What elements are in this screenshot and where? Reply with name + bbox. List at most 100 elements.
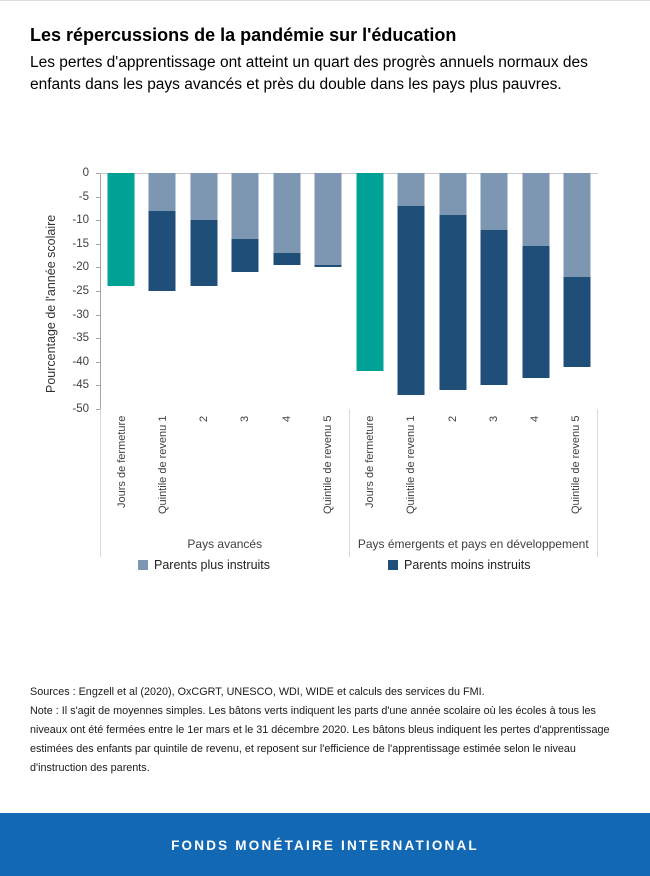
legend-item: Parents moins instruits [388,558,530,572]
category-slot: Quintile de revenu 5 [556,409,597,533]
category-label: 3 [239,416,252,423]
bar-segment-more_educated [563,173,591,277]
bar-segment-less_educated [563,276,591,367]
y-tick-label: -5 [78,190,89,203]
legend-label: Parents moins instruits [404,558,531,572]
bar-slot [391,173,433,409]
bar-segment-less_educated [397,206,425,395]
category-label: 4 [529,416,542,423]
bar [563,173,591,367]
bar [231,173,259,273]
category-slot: Quintile de revenu 5 [307,409,348,533]
bar-segment-more_educated [190,173,218,221]
category-label: 2 [446,416,459,423]
y-tick-mark [96,173,100,174]
bar-slot [349,173,391,409]
legend-label: Parents plus instruits [154,558,271,572]
legend-item: Parents plus instruits [138,558,270,572]
bar-slot [308,173,350,409]
notes-block: Sources : Engzell et al (2020), OxCGRT, … [30,683,626,777]
y-tick-label: -20 [72,261,89,274]
page-subtitle: Les pertes d'apprentissage ont atteint u… [30,54,588,94]
category-label-row: Jours de fermeture Quintile de revenu 1 2 3… [350,409,598,533]
page-title: Les répercussions de la pandémie sur l'é… [30,25,457,45]
bar-slot [183,173,225,409]
group-label: Pays avancés [187,537,263,551]
bar-segment-less_educated [314,265,342,268]
bar-segment-less_educated [439,215,467,391]
category-label: Quintile de revenu 1 [156,416,169,515]
footer-text: FONDS MONÉTAIRE INTERNATIONAL [171,837,479,853]
category-slot: Quintile de revenu 1 [391,409,432,533]
category-label: Quintile de revenu 1 [405,416,418,515]
y-tick-label: -50 [72,403,89,415]
y-tick-mark [96,338,100,340]
bar-segment-less_educated [190,220,218,287]
category-label: 3 [487,416,500,423]
y-tick-mark [96,314,100,316]
category-label: Jours de fermeture [115,416,128,509]
y-axis: 0 -5 -10 -15 -20 -25 -30 -35 -40 -45 -50 [0,167,100,415]
bar-slot [142,173,184,409]
bar [273,173,301,266]
category-slot: Quintile de revenu 1 [142,409,183,533]
category-label: 4 [280,416,293,423]
y-tick-label: -15 [72,237,89,250]
bar-slot [474,173,516,409]
category-slot: 2 [184,409,225,533]
category-label: Quintile de revenu 5 [321,416,334,515]
category-slot: 3 [473,409,514,533]
bar-segment-less_educated [522,246,550,379]
bar-segment-more_educated [397,173,425,207]
legend: Parents plus instruits Parents moins inst… [100,558,598,572]
bar [522,173,550,379]
bar-segment-more_educated [273,173,301,254]
legend-swatch [388,560,399,570]
axis-group: Jours de fermeture Quintile de revenu 1 2 3… [350,409,598,557]
bar [397,173,425,395]
bar-segment-less_educated [148,210,176,291]
category-label: Quintile de revenu 5 [570,416,583,515]
y-tick-mark [96,196,100,198]
bar-segment-closure [356,173,384,372]
bar-slot [266,173,308,409]
y-tick-label: -30 [72,308,89,321]
y-tick-mark [96,267,100,269]
category-slot: 2 [432,409,473,533]
category-slot: 4 [515,409,556,533]
category-slot: 4 [266,409,307,533]
y-tick-label: -10 [72,214,89,227]
bar [107,173,135,287]
bar-slot [225,173,267,409]
category-label-row: Jours de fermeture Quintile de revenu 1 2 3… [101,409,349,533]
y-tick-mark [96,220,100,222]
footer-bar: FONDS MONÉTAIRE INTERNATIONAL [0,813,650,876]
y-tick-mark [96,243,100,245]
bar-segment-more_educated [314,173,342,266]
bar-group [100,173,349,409]
axis-group: Jours de fermeture Quintile de revenu 1 2 3… [101,409,350,557]
bar-segment-less_educated [231,239,259,273]
bar [356,173,384,372]
bar-slot [557,173,599,409]
bar-segment-more_educated [231,173,259,240]
category-slot: Jours de fermeture [101,409,142,533]
bar-slot [100,173,142,409]
note-text: Note : Il s'agit de moyennes simples. Le… [30,704,610,774]
y-tick-mark [96,385,100,387]
bar-segment-more_educated [148,173,176,211]
y-tick-label: -45 [72,379,89,392]
y-axis-line [100,173,101,409]
bar [190,173,218,287]
zero-baseline [100,173,598,174]
bar-group [349,173,598,409]
bar [480,173,508,386]
bar-segment-less_educated [480,229,508,386]
bar-slot [432,173,474,409]
bar-slot [515,173,557,409]
plot-area [100,173,598,409]
bar [314,173,342,268]
y-tick-mark [96,361,100,363]
bar-segment-closure [107,173,135,287]
